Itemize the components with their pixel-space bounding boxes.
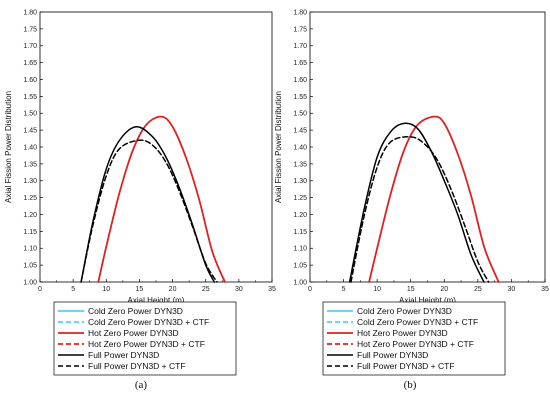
y-tick-label: 1.30 <box>293 178 307 185</box>
x-tick-label: 0 <box>38 286 42 293</box>
x-tick-label: 5 <box>342 286 346 293</box>
y-axis-title: Axial Fission Power Distribution <box>274 91 283 203</box>
y-tick-label: 1.50 <box>293 111 307 118</box>
y-tick-label: 1.55 <box>23 94 37 101</box>
legend-label-1: Cold Zero Power DYN3D <box>88 306 183 316</box>
x-tick-label: 20 <box>169 286 177 293</box>
y-tick-label: 1.60 <box>23 77 37 84</box>
y-tick-label: 1.35 <box>23 161 37 168</box>
y-tick-label: 1.45 <box>23 128 37 135</box>
y-axis-title: Axial Fission Power Distribution <box>4 91 13 203</box>
chart-panel-2: 0 5 10 15 20 25 30 35 1.00 1.05 1.10 1.15 1.20 1.25 1.… <box>274 9 549 391</box>
y-tick-label: 1.65 <box>293 60 307 67</box>
x-tick-label: 35 <box>268 286 276 293</box>
series-line-3 <box>97 115 226 283</box>
x-tick-label: 20 <box>440 286 448 293</box>
series-line-5 <box>348 122 485 283</box>
x-tick-label: 30 <box>508 286 516 293</box>
y-tick-label: 1.50 <box>23 111 37 118</box>
y-tick-label: 1.10 <box>23 246 37 253</box>
x-tick-label: 5 <box>71 286 75 293</box>
y-tick-label: 1.05 <box>23 263 37 270</box>
chart-panel-1: 0 5 10 15 20 25 30 35 1.00 1.05 1.10 1.15 1.20 1.25 1.… <box>4 9 276 391</box>
y-tick-label: 1.30 <box>23 178 37 185</box>
y-tick-label: 1.55 <box>293 94 307 101</box>
legend-label-4: Hot Zero Power DYN3D + CTF <box>357 339 474 349</box>
y-tick-label: 1.20 <box>23 212 37 219</box>
y-tick-label: 1.00 <box>293 279 307 286</box>
y-tick-label: 1.10 <box>293 246 307 253</box>
y-tick-label: 1.05 <box>293 263 307 270</box>
x-axis-title: Axial Height (m) <box>399 296 456 305</box>
y-tick-label: 1.45 <box>293 128 307 135</box>
y-tick-label: 1.70 <box>293 43 307 50</box>
legend-label-5: Full Power DYN3D <box>88 350 159 360</box>
series-line-6 <box>350 136 490 283</box>
legend-label-2: Cold Zero Power DYN3D + CTF <box>357 317 478 327</box>
x-tick-label: 25 <box>202 286 210 293</box>
y-tick-label: 1.80 <box>293 9 307 16</box>
legend-box <box>53 301 237 376</box>
x-tick-label: 10 <box>102 286 110 293</box>
x-tick-label: 25 <box>474 286 482 293</box>
x-tick-label: 30 <box>235 286 243 293</box>
x-tick-label: 35 <box>541 286 549 293</box>
panel-label: (b) <box>404 379 417 391</box>
legend-label-3: Hot Zero Power DYN3D <box>357 328 448 338</box>
legend-label-3: Hot Zero Power DYN3D <box>88 328 179 338</box>
legend-label-4: Hot Zero Power DYN3D + CTF <box>88 339 205 349</box>
y-tick-label: 1.70 <box>23 43 37 50</box>
y-tick-label: 1.75 <box>293 26 307 33</box>
series-line-5 <box>80 125 216 283</box>
legend-box <box>322 301 506 376</box>
y-tick-label: 1.00 <box>23 279 37 286</box>
series-line-3 <box>368 115 500 283</box>
y-tick-label: 1.25 <box>293 195 307 202</box>
legend-label-1: Cold Zero Power DYN3D <box>357 306 452 316</box>
series-line-6 <box>80 139 218 283</box>
panel-label: (a) <box>135 379 148 391</box>
x-tick-label: 15 <box>407 286 415 293</box>
y-tick-label: 1.25 <box>23 195 37 202</box>
x-tick-label: 15 <box>136 286 144 293</box>
y-tick-label: 1.60 <box>293 77 307 84</box>
y-tick-label: 1.40 <box>293 144 307 151</box>
legend-label-6: Full Power DYN3D + CTF <box>357 361 455 371</box>
plot-frame <box>39 11 273 283</box>
y-tick-label: 1.15 <box>293 229 307 236</box>
x-axis-title: Axial Height (m) <box>128 296 185 305</box>
x-tick-label: 10 <box>373 286 381 293</box>
y-tick-label: 1.35 <box>293 161 307 168</box>
y-tick-label: 1.40 <box>23 144 37 151</box>
y-tick-label: 1.65 <box>23 60 37 67</box>
x-tick-label: 0 <box>308 286 312 293</box>
y-tick-label: 1.80 <box>23 9 37 16</box>
legend-label-5: Full Power DYN3D <box>357 350 428 360</box>
y-tick-label: 1.75 <box>23 26 37 33</box>
y-tick-label: 1.20 <box>293 212 307 219</box>
legend-label-2: Cold Zero Power DYN3D + CTF <box>88 317 209 327</box>
legend-label-6: Full Power DYN3D + CTF <box>88 361 186 371</box>
y-tick-label: 1.15 <box>23 229 37 236</box>
